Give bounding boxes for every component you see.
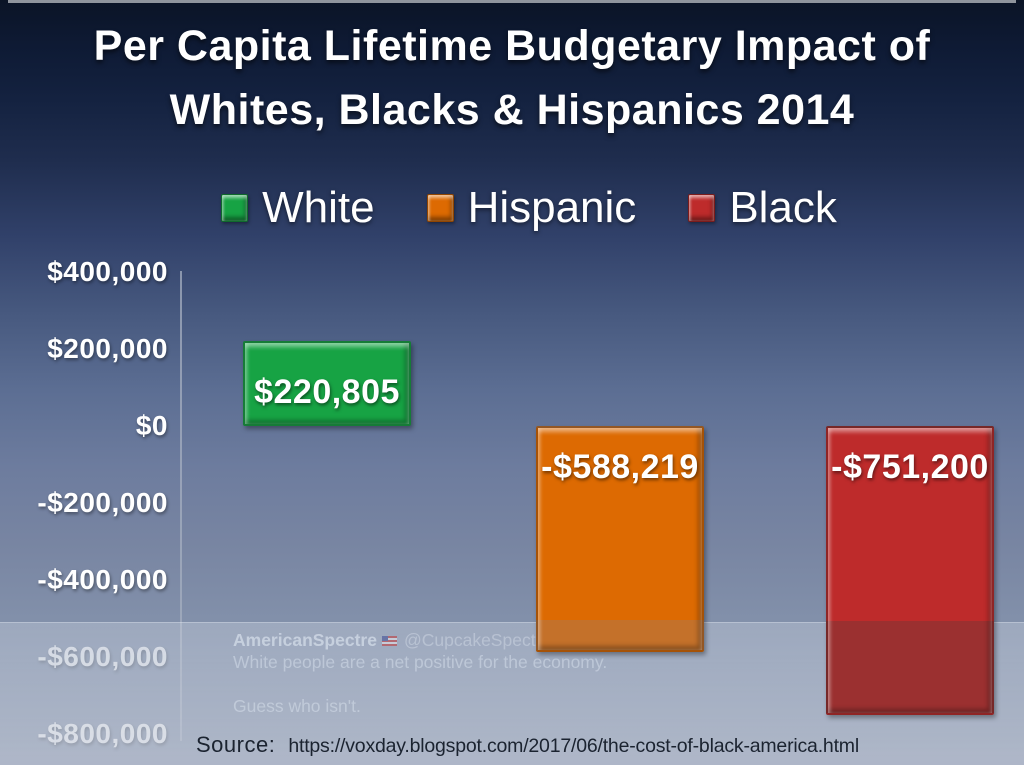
y-tick-label: $0 xyxy=(135,410,168,441)
bar-value-label: -$588,219 xyxy=(541,448,699,486)
legend: White Hispanic Black xyxy=(0,183,1024,233)
y-tick-label: -$800,000 xyxy=(0,716,168,752)
y-axis-line xyxy=(180,271,182,741)
legend-item-black: Black xyxy=(688,184,837,232)
tweet-author: AmericanSpectre xyxy=(233,630,377,650)
y-tick-label: -$200,000 xyxy=(37,487,168,518)
legend-label: White xyxy=(262,183,375,232)
legend-swatch-icon xyxy=(426,194,454,222)
source-label: Source: xyxy=(196,732,276,757)
y-tick-label: -$400,000 xyxy=(37,564,168,595)
bar-value-label: $220,805 xyxy=(254,372,400,411)
y-tick-label: $200,000 xyxy=(47,333,168,364)
tweet-text-line2: Guess who isn't. xyxy=(233,696,361,716)
bar-white: $220,805 xyxy=(243,340,411,426)
us-flag-icon xyxy=(381,636,397,646)
chart-title: Per Capita Lifetime Budgetary Impact of … xyxy=(0,14,1024,142)
y-tick-label: $400,000 xyxy=(47,256,168,287)
bar-hispanic: -$588,219 xyxy=(536,426,704,653)
y-tick-label: -$600,000 xyxy=(0,639,168,675)
legend-swatch-icon xyxy=(221,194,249,222)
tweet-text-line1: White people are a net positive for the … xyxy=(233,652,608,672)
legend-item-white: White xyxy=(221,183,375,232)
legend-item-hispanic: Hispanic xyxy=(426,183,637,232)
source-url: https://voxday.blogspot.com/2017/06/the-… xyxy=(288,735,859,757)
bar-value-label: -$751,200 xyxy=(831,448,989,486)
legend-label: Black xyxy=(729,183,837,232)
legend-label: Hispanic xyxy=(467,183,637,232)
chart-title-line2: Whites, Blacks & Hispanics 2014 xyxy=(169,86,855,134)
legend-swatch-icon xyxy=(688,194,716,222)
bar-black: -$751,200 xyxy=(826,426,994,716)
source-row: Source: https://voxday.blogspot.com/2017… xyxy=(196,732,859,758)
chart-title-line1: Per Capita Lifetime Budgetary Impact of xyxy=(93,22,931,70)
top-edge-line xyxy=(8,0,1016,3)
y-axis: $400,000 $200,000 $0 -$200,000 -$400,000 -$60… xyxy=(0,0,168,765)
